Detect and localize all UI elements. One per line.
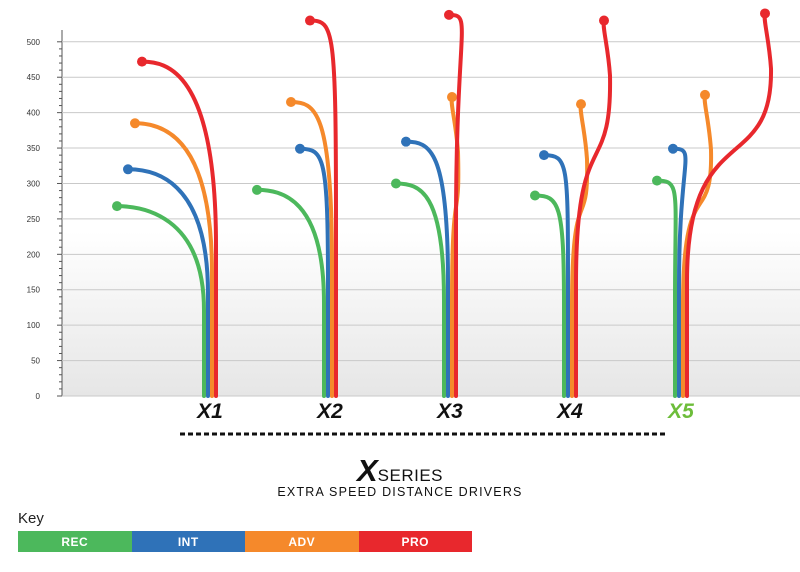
y-tick-label: 0 [36,392,41,401]
point-int-x5 [668,143,678,154]
curve-rec-x2 [255,187,326,398]
flight-curves [112,8,774,398]
curve-pro-x5 [685,11,774,398]
curve-rec-x4 [533,193,566,398]
driver-label-x4: X4 [556,400,583,420]
point-adv-x1 [130,118,140,129]
y-tick-label: 500 [27,38,41,47]
key-legend: REC INT ADV PRO [18,531,472,552]
curve-rec-x1 [115,204,206,398]
series-logo-word: SERIES [377,466,444,485]
curve-int-x4 [542,153,570,398]
point-rec-x3 [391,178,401,189]
y-tick-label: 150 [27,286,41,295]
y-tick-label: 300 [27,179,41,188]
curve-int-x1 [126,167,210,398]
curve-adv-x4 [570,102,590,398]
point-pro-x2 [305,15,315,26]
point-rec-x4 [530,190,540,201]
dashed-divider [180,432,666,436]
y-tick-label: 50 [31,357,40,366]
point-int-x4 [539,150,549,161]
point-rec-x2 [252,184,262,195]
point-rec-x5 [652,175,662,186]
curve-pro-x1 [140,59,218,398]
curve-rec-x3 [394,181,446,398]
plot-background [62,30,800,396]
key-item-pro: PRO [358,531,472,552]
point-pro-x1 [137,56,147,67]
curve-adv-x2 [289,100,334,398]
y-tick-label: 200 [27,250,41,259]
point-pro-x4 [599,15,609,26]
point-pro-x3 [444,9,454,20]
curve-adv-x5 [681,92,714,398]
key-item-adv: ADV [245,531,359,552]
y-tick-label: 450 [27,73,41,82]
point-int-x1 [123,164,133,175]
curve-pro-x3 [447,12,464,398]
point-adv-x5 [700,89,710,100]
curve-pro-x2 [308,18,338,398]
point-adv-x2 [286,97,296,108]
point-adv-x4 [576,99,586,110]
driver-label-x1: X1 [196,400,223,420]
curve-int-x2 [298,146,330,398]
curve-pro-x4 [574,18,613,398]
series-logo: XSERIES [0,453,800,489]
point-adv-x3 [447,92,457,103]
curve-int-x5 [671,146,688,398]
y-tick-label: 400 [27,109,41,118]
y-tick-label: 350 [27,144,41,153]
y-tick-label: 250 [27,215,41,224]
key-item-rec: REC [18,531,132,552]
point-int-x3 [401,136,411,147]
point-pro-x5 [760,8,770,19]
point-rec-x1 [112,201,122,212]
driver-label-x3: X3 [436,400,463,420]
driver-labels: X1 X2 X3 X4 X5 [196,400,694,420]
key-item-int: INT [131,531,245,552]
key-title: Key [18,510,44,527]
curve-rec-x5 [655,178,678,398]
driver-label-x5: X5 [667,400,694,420]
series-logo-letter: X [356,453,378,488]
y-tick-labels: 0 50 100 150 200 250 300 350 400 450 500 [27,38,41,401]
y-tick-label: 100 [27,321,41,330]
curve-int-x3 [404,139,450,398]
curve-adv-x1 [133,121,214,398]
point-int-x2 [295,143,305,154]
driver-label-x2: X2 [316,400,343,420]
series-subtitle: EXTRA SPEED DISTANCE DRIVERS [277,485,523,499]
